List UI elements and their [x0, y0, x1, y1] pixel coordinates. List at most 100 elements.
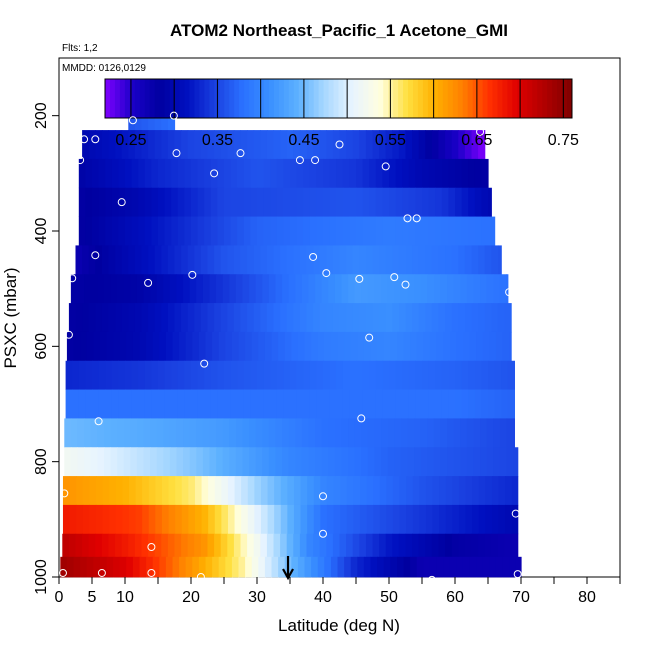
heatmap-cell: [217, 216, 225, 246]
heatmap-cell: [240, 130, 248, 160]
heatmap-cell: [89, 476, 97, 506]
heatmap-cell: [92, 389, 100, 419]
heatmap-cell: [493, 418, 501, 448]
heatmap-cell: [238, 556, 246, 578]
heatmap-cell: [260, 130, 268, 160]
heatmap-cell: [176, 447, 184, 477]
heatmap-cell: [319, 533, 327, 558]
heatmap-cell: [172, 556, 180, 578]
heatmap-cell: [207, 533, 215, 558]
heatmap-cell: [118, 158, 126, 189]
heatmap-cell: [95, 245, 103, 275]
heatmap-cell: [418, 245, 426, 275]
heatmap-cell: [405, 130, 413, 160]
heatmap-cell: [209, 274, 217, 304]
heatmap-cell: [189, 274, 197, 304]
colorbar-segment: [413, 79, 419, 118]
heatmap-cell: [290, 389, 298, 419]
x-tick-label: 5: [88, 589, 97, 606]
heatmap-cell: [440, 418, 448, 448]
heatmap-cell: [316, 216, 324, 246]
heatmap-cell: [235, 274, 244, 304]
heatmap-cell: [509, 331, 512, 362]
heatmap-cell: [93, 331, 101, 362]
heatmap-cell: [158, 158, 166, 189]
heatmap-cell: [242, 447, 250, 477]
heatmap-cell: [235, 418, 244, 448]
heatmap-cell: [169, 447, 178, 477]
heatmap-cell: [350, 331, 358, 362]
colorbar-segment: [169, 79, 176, 118]
heatmap-cell: [489, 556, 497, 578]
heatmap-cell: [395, 389, 403, 419]
heatmap-cell: [382, 389, 390, 419]
heatmap-cell: [398, 303, 407, 333]
heatmap-cell: [303, 187, 311, 217]
heatmap-cell: [334, 418, 343, 448]
colorbar-segment: [457, 79, 464, 118]
heatmap-cell: [486, 447, 494, 477]
heatmap-cell: [161, 303, 169, 333]
heatmap-cell: [313, 533, 321, 558]
heatmap-cell: [179, 331, 187, 362]
heatmap-cell: [482, 556, 490, 578]
heatmap-cell: [225, 556, 233, 578]
heatmap-cell: [151, 158, 159, 189]
heatmap-cell: [95, 476, 104, 506]
heatmap-cell: [452, 504, 460, 535]
heatmap-cell: [408, 389, 416, 419]
heatmap-cell: [370, 556, 378, 578]
heatmap-cell: [441, 216, 449, 246]
heatmap-cell: [468, 360, 476, 390]
heatmap-cell: [284, 331, 292, 362]
heatmap-cell: [359, 476, 368, 506]
heatmap-cell: [217, 360, 225, 390]
heatmap-cell: [214, 476, 222, 506]
colorbar-segment: [234, 79, 240, 118]
colorbar-segment: [567, 79, 573, 118]
heatmap-cell: [65, 389, 73, 419]
heatmap-cell: [115, 504, 123, 535]
observation-point: [144, 278, 153, 287]
heatmap-cell: [320, 476, 328, 506]
heatmap-cell: [177, 216, 185, 246]
heatmap-cell: [171, 187, 179, 217]
heatmap-cell: [240, 533, 248, 558]
heatmap-cell: [460, 447, 468, 477]
heatmap-cell: [356, 158, 364, 189]
heatmap-cell: [85, 187, 93, 217]
heatmap-cell: [227, 476, 236, 506]
heatmap-cell: [217, 158, 225, 189]
heatmap-cell: [106, 556, 114, 578]
heatmap-cell: [451, 303, 459, 333]
heatmap-cell: [474, 389, 482, 419]
heatmap-cell: [84, 447, 92, 477]
heatmap-cell: [68, 533, 77, 558]
heatmap-cell: [192, 331, 200, 362]
heatmap-cell: [154, 533, 162, 558]
heatmap-cell: [224, 216, 232, 246]
heatmap-cell: [184, 158, 192, 189]
heatmap-cell: [414, 418, 422, 448]
heatmap-cell: [77, 418, 85, 448]
heatmap-cell: [204, 187, 212, 217]
heatmap-cell: [408, 216, 416, 246]
colorbar-segment: [254, 79, 260, 118]
heatmap-cell: [415, 216, 423, 246]
heatmap-cell: [415, 360, 423, 390]
heatmap-cell: [402, 360, 410, 390]
heatmap-cell: [271, 556, 279, 578]
heatmap-cell: [207, 245, 215, 275]
heatmap-cell: [507, 360, 515, 390]
heatmap-cell: [204, 360, 212, 390]
heatmap-cell: [177, 187, 185, 217]
heatmap-cell: [425, 130, 433, 160]
heatmap-cell: [313, 476, 321, 506]
heatmap-cell: [435, 389, 443, 419]
heatmap-cell: [92, 158, 100, 189]
heatmap-cell: [392, 303, 400, 333]
heatmap-cell: [216, 274, 224, 304]
heatmap-cell: [131, 360, 139, 390]
colorbar-segment: [472, 79, 479, 118]
heatmap-cell: [422, 158, 430, 189]
